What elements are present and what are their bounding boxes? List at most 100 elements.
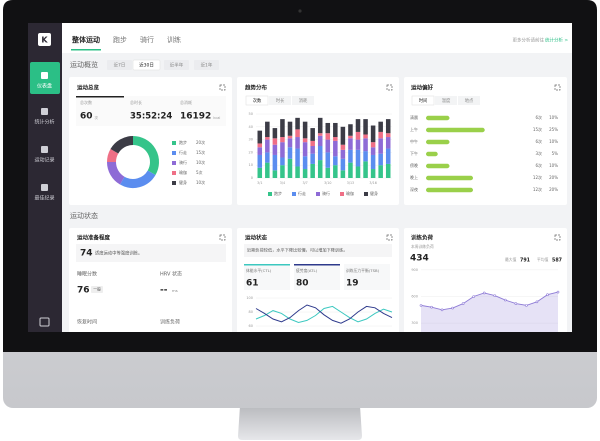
range-pill[interactable] bbox=[164, 60, 189, 70]
card bbox=[404, 77, 567, 205]
card-title: 运动准备程度 bbox=[77, 234, 111, 242]
bar-segment bbox=[355, 166, 361, 178]
row-label: 上午 bbox=[410, 126, 418, 132]
bar-segment bbox=[340, 144, 346, 150]
row-pct: 5% bbox=[552, 151, 559, 156]
legend-label: 跑步 bbox=[179, 139, 187, 145]
stat-value: 587 bbox=[552, 258, 562, 264]
card-title: 趋势分布 bbox=[244, 84, 268, 92]
tab-label[interactable]: 时间 bbox=[419, 97, 428, 104]
range-label[interactable]: 近半年 bbox=[170, 62, 184, 69]
bar-segment bbox=[348, 162, 353, 178]
tab-label[interactable]: 地点 bbox=[465, 97, 474, 104]
tab[interactable] bbox=[245, 95, 269, 106]
stat-unit: ms bbox=[172, 288, 178, 293]
section-title: 运动概览 bbox=[70, 60, 98, 69]
header-tab[interactable]: 整体运动 bbox=[71, 35, 100, 44]
point bbox=[514, 302, 518, 305]
collapse-icon[interactable] bbox=[39, 317, 50, 327]
nav-icon bbox=[41, 146, 48, 153]
range-label[interactable]: 近30日 bbox=[139, 62, 154, 69]
header-tab[interactable]: 训练 bbox=[167, 35, 181, 44]
tab-label[interactable]: 时长 bbox=[276, 97, 285, 104]
y-tick-label: 900 bbox=[411, 268, 418, 272]
stat-label: 最大值 bbox=[505, 257, 517, 262]
bar-segment bbox=[280, 119, 285, 138]
bar-segment bbox=[370, 169, 376, 178]
tab[interactable] bbox=[458, 96, 480, 105]
legend-label: 瑜伽 bbox=[346, 190, 354, 196]
stat-box bbox=[294, 264, 340, 290]
legend-label: 健身 bbox=[370, 190, 378, 196]
bar-segment bbox=[333, 140, 338, 157]
range-pill[interactable] bbox=[107, 60, 132, 70]
bar-segment bbox=[272, 154, 278, 171]
bar-segment bbox=[355, 139, 361, 150]
legend-swatch bbox=[316, 192, 320, 196]
expand-icon[interactable] bbox=[554, 84, 561, 91]
nav-icon bbox=[41, 108, 48, 115]
stat-unit: 次 bbox=[95, 115, 99, 120]
tab-label[interactable]: 消耗 bbox=[299, 97, 308, 104]
legend-swatch bbox=[292, 192, 296, 196]
stat-label: 平均值 bbox=[537, 257, 549, 262]
point bbox=[451, 306, 454, 310]
expand-icon[interactable] bbox=[219, 234, 226, 241]
bar-segment bbox=[257, 130, 263, 144]
bar-segment bbox=[363, 151, 368, 162]
bar-segment bbox=[272, 170, 278, 178]
bar bbox=[426, 151, 438, 157]
bar-segment bbox=[378, 121, 383, 132]
row-label: 下午 bbox=[410, 150, 418, 156]
subtitle: 本周训练负荷 bbox=[411, 244, 434, 249]
row-label: 清晨 bbox=[410, 114, 418, 120]
header-tab[interactable]: 骑行 bbox=[140, 35, 154, 44]
nav-label[interactable]: 最佳纪录 bbox=[34, 195, 54, 202]
tab[interactable] bbox=[435, 96, 457, 105]
bar-segment bbox=[325, 152, 331, 168]
line-series bbox=[255, 305, 393, 324]
header bbox=[62, 23, 572, 53]
bar-segment bbox=[370, 125, 376, 143]
stat-label: 总时长 bbox=[130, 99, 142, 105]
range-pill[interactable] bbox=[194, 60, 219, 70]
tab[interactable] bbox=[269, 96, 291, 105]
legend-swatch bbox=[172, 171, 176, 175]
bar-segment bbox=[287, 147, 293, 159]
range-pill[interactable] bbox=[132, 59, 161, 71]
header-link[interactable]: 统计分析 > bbox=[545, 37, 568, 44]
nav-label[interactable]: 统计分析 bbox=[34, 119, 54, 126]
bar-segment bbox=[325, 133, 331, 140]
row-pct: 10% bbox=[549, 139, 558, 144]
legend-label: 骑行 bbox=[322, 190, 330, 196]
header-tab[interactable]: 跑步 bbox=[113, 35, 127, 44]
stat-label: 睡眠分数 bbox=[77, 271, 97, 278]
section-title: 运动状态 bbox=[70, 211, 98, 220]
point bbox=[472, 295, 475, 298]
bar-segment bbox=[333, 122, 338, 138]
row-count: 6次 bbox=[535, 114, 542, 120]
stat-box bbox=[344, 264, 390, 290]
range-label[interactable]: 近7日 bbox=[114, 62, 126, 69]
note: 近期负荷较低，水平下降比较慢，可以增加下降训练。 bbox=[247, 247, 348, 254]
bar-segment bbox=[325, 139, 331, 153]
row-label: 晚上 bbox=[410, 174, 418, 180]
legend-label: 行走 bbox=[298, 190, 306, 196]
tab-label[interactable]: 次数 bbox=[253, 97, 262, 104]
donut-segment bbox=[107, 161, 125, 185]
card-title: 运动总览 bbox=[77, 84, 100, 92]
row-count: 3次 bbox=[535, 150, 542, 156]
tab[interactable] bbox=[411, 95, 435, 106]
expand-icon[interactable] bbox=[386, 84, 393, 91]
legend-value: 10次 bbox=[196, 179, 205, 185]
nav-label[interactable]: 运动记录 bbox=[34, 157, 54, 164]
tab[interactable] bbox=[292, 96, 314, 105]
expand-icon[interactable] bbox=[386, 234, 393, 241]
nav-label[interactable]: 仪表盘 bbox=[37, 83, 52, 90]
expand-icon[interactable] bbox=[554, 234, 561, 241]
bar-segment bbox=[385, 137, 391, 149]
tab-label[interactable]: 温度 bbox=[442, 97, 451, 104]
range-label[interactable]: 近1年 bbox=[201, 62, 213, 69]
expand-icon[interactable] bbox=[219, 84, 226, 91]
